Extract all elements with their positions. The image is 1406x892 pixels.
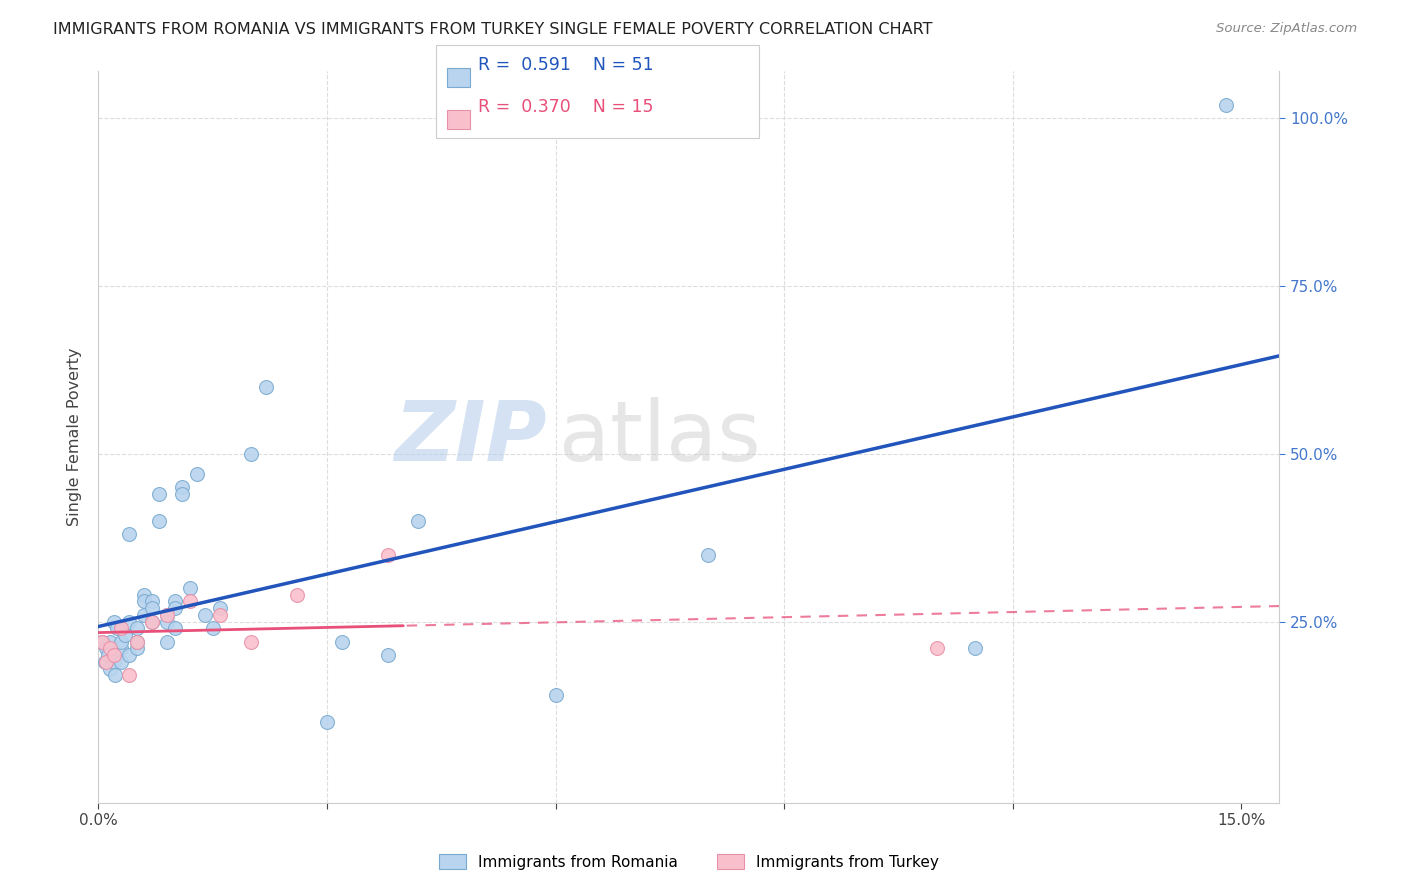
Point [110,634,132,648]
Text: IMMIGRANTS FROM ROMANIA VS IMMIGRANTS FROM TURKEY SINGLE FEMALE POVERTY CORRELAT: IMMIGRANTS FROM ROMANIA VS IMMIGRANTS FR… [53,22,934,37]
Point [377,548,399,562]
Point [254,380,277,394]
Point [156,607,179,622]
Point [125,641,148,656]
Point [125,634,148,648]
Point [98,634,121,648]
Point [156,607,179,622]
Text: R =  0.591    N = 51: R = 0.591 N = 51 [478,56,654,74]
Text: atlas: atlas [560,397,761,477]
Point [107,621,129,635]
Point [103,648,125,662]
Point [118,648,141,662]
Point [179,581,201,595]
Point [148,487,170,501]
Point [186,467,208,481]
Point [179,594,201,608]
Point [209,601,232,615]
Point [925,641,948,656]
Point [118,615,141,629]
Point [285,588,308,602]
Point [330,634,353,648]
Point [125,621,148,635]
Point [141,615,163,629]
Point [148,514,170,528]
Point [163,621,186,635]
Point [91,634,114,648]
Point [110,641,132,656]
Point [163,601,186,615]
Point [209,607,232,622]
Point [93,655,115,669]
Text: ZIP: ZIP [395,397,547,477]
Point [377,648,399,662]
Point [408,514,430,528]
Point [201,621,224,635]
Point [118,527,141,541]
Point [141,615,163,629]
Point [316,715,339,730]
Point [156,615,179,629]
Point [134,588,156,602]
Point [194,607,217,622]
Point [172,480,194,494]
Point [91,634,114,648]
Point [104,668,127,682]
Y-axis label: Single Female Poverty: Single Female Poverty [67,348,83,526]
Point [239,634,262,648]
Point [103,655,125,669]
Point [110,655,132,669]
Point [963,641,986,656]
Point [1215,98,1237,112]
Point [98,641,121,656]
Point [103,615,125,629]
Point [134,594,156,608]
Point [697,548,720,562]
Text: Source: ZipAtlas.com: Source: ZipAtlas.com [1216,22,1357,36]
Point [94,655,117,669]
Point [544,689,567,703]
Point [110,621,132,635]
Point [98,662,121,676]
Point [97,648,120,662]
Point [163,594,186,608]
Point [114,628,136,642]
Point [125,634,148,648]
Point [141,601,163,615]
Text: R =  0.370    N = 15: R = 0.370 N = 15 [478,98,654,116]
Point [94,641,117,656]
Point [156,634,179,648]
Point [118,668,141,682]
Legend: Immigrants from Romania, Immigrants from Turkey: Immigrants from Romania, Immigrants from… [433,847,945,876]
Point [172,487,194,501]
Point [141,594,163,608]
Point [134,607,156,622]
Point [239,447,262,461]
